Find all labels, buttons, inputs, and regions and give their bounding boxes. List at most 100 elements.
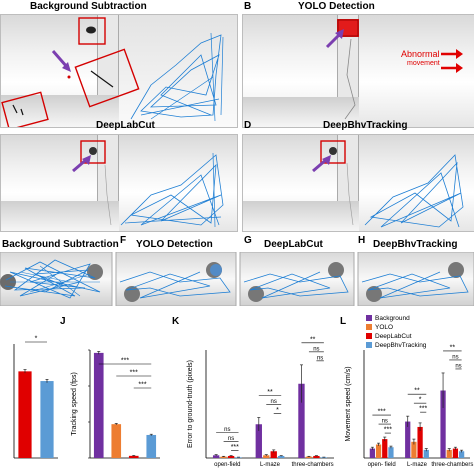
panel-l-legend-swatch-0 (366, 315, 372, 321)
panel-g-title: DeepLabCut (264, 239, 323, 250)
panel-k-sig-1-label: ns (228, 436, 234, 442)
panel-f-title: YOLO Detection (136, 239, 213, 250)
panel-h-image (357, 252, 474, 306)
panel-l-bar-1-0 (405, 421, 411, 458)
panel-d-tracks (312, 140, 464, 228)
panel-k-bar-1-0 (255, 424, 262, 458)
panel-a-image (0, 14, 238, 128)
panel-k-sig-0-label: ns (224, 427, 230, 433)
panel-k-bar-2-3 (320, 457, 328, 458)
panel-l-xtick-0: open- field (368, 462, 396, 468)
panel-j-bar-2 (128, 455, 139, 458)
panel-k-bar-0-1 (220, 456, 227, 458)
panel-l-bar-1-3 (423, 449, 429, 458)
panel-l-legend-swatch-2 (366, 333, 372, 339)
panel-k-sig-6-label: ** (310, 336, 316, 343)
panel-k-xtick-2: three-chambers (292, 462, 334, 468)
panel-k-sig-4-label: ns (271, 399, 277, 405)
panel-k-sig-7-label: ns (313, 346, 319, 352)
panel-k-sig-3-label: ** (267, 389, 273, 396)
panel-j-bar-1 (111, 424, 122, 458)
panel-k-bar-1-1 (263, 455, 270, 458)
panel-l-bar-2-1 (446, 449, 452, 458)
panel-f-image (115, 252, 237, 306)
panel-j-bar-3 (146, 434, 157, 458)
panel-a-tracks (1, 17, 224, 127)
panel-l-sig-7-label: ns (452, 354, 458, 360)
panel-l-sig-4-label: * (419, 397, 422, 404)
panel-b-image: Abnormal movement (242, 14, 474, 128)
panel-l-legend-label-1: YOLO (375, 324, 393, 331)
panel-b-letter: B (244, 1, 252, 12)
abnormal-label-line1: Abnormal (401, 49, 440, 59)
panel-b-tracks (325, 19, 359, 120)
panel-k-sig-5-label: * (276, 407, 279, 414)
panel-k-letter: K (172, 316, 180, 327)
panel-k-bar-0-0 (212, 455, 220, 458)
panel-j-letter: J (60, 316, 66, 327)
panel-l-letter: L (340, 316, 347, 327)
bar-charts: *Tracking speed (fps)********* Error to g… (13, 315, 473, 468)
panel-l-sig-8-label: ns (455, 363, 461, 369)
panel-l-sig-1-label: ns (382, 419, 388, 425)
panel-d-image (242, 134, 474, 232)
panel-k-ylabel: Error to ground-truth (pixels) (187, 360, 194, 448)
panel-l-bar-1-2 (417, 426, 423, 458)
panel-h-letter: H (358, 235, 366, 246)
panel-k-sig-8-label: ns (317, 355, 323, 361)
panel-l-bar-0-3 (388, 447, 394, 458)
panel-k-xtick-0: open-field (214, 462, 240, 468)
panel-c-title: DeepLabCut (96, 120, 155, 131)
panel-l-bar-2-0 (440, 390, 446, 458)
panel-k-sig-2-label: *** (231, 444, 239, 451)
panel-l-legend-label-2: DeepLabCut (375, 333, 412, 340)
abnormal-label-line2: movement (407, 60, 440, 67)
panel-c-image (0, 134, 238, 232)
abnormal-arrows (441, 49, 463, 73)
panel-l-sig-2-label: *** (384, 427, 392, 434)
panel-j-sig-1-label: *** (130, 370, 138, 377)
panel-l-sig-0-label: *** (378, 409, 386, 416)
panel-h-title: DeepBhvTracking (373, 239, 458, 250)
panel-l-xtick-1: L-maze (407, 462, 428, 468)
panel-a-title: Background Subtraction (30, 1, 147, 12)
panel-k-bar-2-1 (305, 456, 313, 458)
panel-l-bar-1-1 (411, 441, 417, 458)
panel-l-bar-2-3 (458, 451, 465, 458)
panel-i-bar-1 (40, 381, 54, 458)
panel-j-ylabel: Tracking speed (fps) (71, 372, 78, 436)
panel-l-bar-0-1 (375, 444, 382, 458)
panel-j-bar-0 (93, 352, 104, 458)
panel-j-sig-2-label: *** (138, 382, 146, 389)
panel-l-sig-5-label: *** (419, 406, 427, 413)
panel-l-bar-0-0 (369, 448, 376, 458)
panel-d-letter: D (244, 120, 252, 131)
panel-d-title: DeepBhvTracking (323, 120, 408, 131)
panel-k-bar-2-2 (313, 455, 320, 458)
panel-e-title: Background Subtraction (2, 239, 119, 250)
panel-l-xtick-2: three-chambers (431, 462, 473, 468)
panel-l-legend-swatch-3 (366, 342, 372, 348)
panel-i-bar-0 (18, 371, 32, 458)
panel-l-legend-label-3: DeepBhvTracking (375, 342, 427, 349)
panel-l-ylabel: Movement speed (cm/s) (345, 366, 352, 441)
panel-f-letter: F (120, 235, 127, 246)
panel-l-sig-3-label: ** (414, 388, 420, 395)
panel-k-bar-0-3 (235, 457, 242, 458)
panel-k-bar-1-3 (278, 455, 285, 458)
panel-l-legend-swatch-1 (366, 324, 372, 330)
panel-k-bar-2-0 (298, 383, 305, 458)
panel-k-bar-1-2 (270, 451, 277, 458)
panel-k-bar-0-2 (227, 455, 235, 458)
panel-i-sig-0-label: * (35, 336, 38, 343)
panel-c-tracks (72, 140, 224, 228)
panel-g-letter: G (244, 235, 252, 246)
panel-l-bar-2-2 (452, 448, 459, 458)
panel-j-sig-0-label: *** (121, 358, 129, 365)
panel-l-sig-6-label: ** (450, 344, 456, 351)
panel-l-legend-label-0: Background (375, 315, 410, 322)
panel-b-title: YOLO Detection (298, 1, 375, 12)
three-chamber-images (0, 252, 474, 306)
panel-g-image (239, 252, 355, 306)
panel-k-xtick-1: L-maze (260, 462, 281, 468)
